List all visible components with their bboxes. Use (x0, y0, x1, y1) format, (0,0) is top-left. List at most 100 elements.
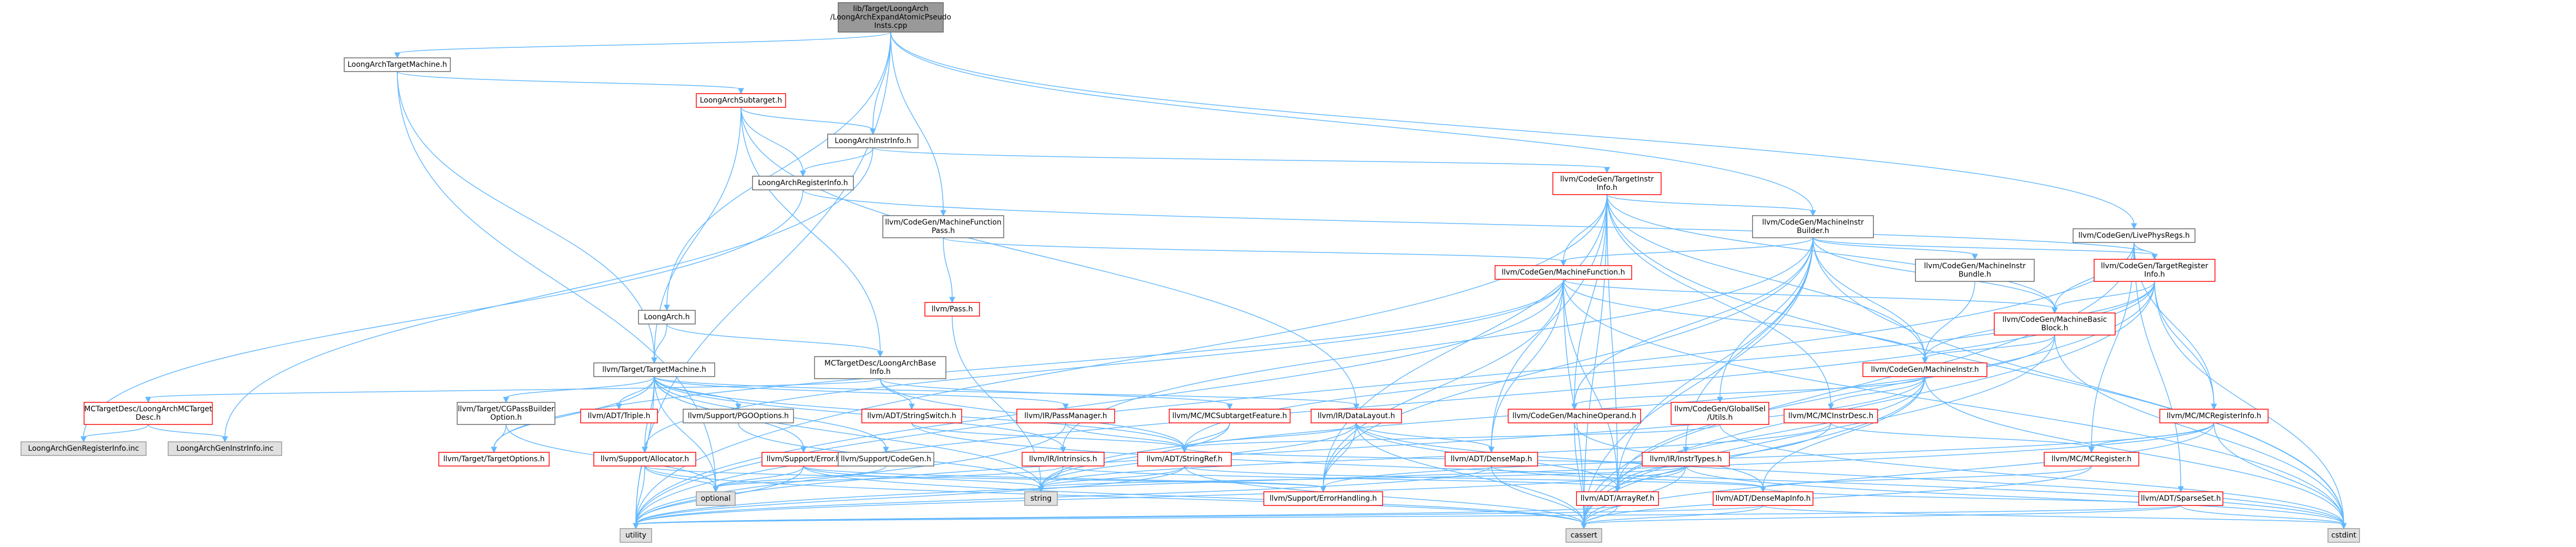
node-box[interactable] (457, 402, 555, 425)
node-box[interactable] (2044, 452, 2139, 467)
node-box[interactable] (1016, 409, 1115, 423)
node-stringswitch[interactable]: llvm/ADT/StringSwitch.h (861, 409, 962, 423)
node-box[interactable] (1994, 312, 2116, 336)
node-box[interactable] (168, 441, 282, 456)
node-cassert[interactable]: cassert (1565, 528, 1602, 543)
node-machineoperand[interactable]: llvm/CodeGen/MachineOperand.h (1508, 409, 1641, 423)
node-box[interactable] (2138, 491, 2223, 506)
node-box[interactable] (838, 2, 944, 33)
node-box[interactable] (1752, 215, 1874, 238)
node-sparseset[interactable]: llvm/ADT/SparseSet.h (2138, 491, 2223, 506)
node-box[interactable] (2159, 409, 2269, 423)
node-box[interactable] (2073, 228, 2196, 243)
node-box[interactable] (1671, 402, 1769, 425)
node-box[interactable] (1311, 409, 1402, 423)
node-box[interactable] (882, 215, 1004, 238)
node-box[interactable] (2327, 528, 2360, 543)
node-passmanager[interactable]: llvm/IR/PassManager.h (1016, 409, 1115, 423)
node-registerinfo[interactable]: LoongArchRegisterInfo.h (752, 176, 854, 190)
node-string[interactable]: string (1024, 491, 1058, 506)
node-genregisterinfo[interactable]: LoongArchGenRegisterInfo.inc (20, 441, 147, 456)
node-machinefunction[interactable]: llvm/CodeGen/MachineFunction.h (1495, 265, 1632, 280)
node-box[interactable] (1642, 452, 1730, 467)
node-box[interactable] (1552, 172, 1662, 195)
node-box[interactable] (1784, 409, 1878, 423)
node-box[interactable] (638, 310, 696, 325)
node-box[interactable] (1137, 452, 1232, 467)
node-box[interactable] (593, 452, 696, 467)
node-box[interactable] (2094, 259, 2216, 282)
node-densemap[interactable]: llvm/ADT/DenseMap.h (1445, 452, 1538, 467)
node-box[interactable] (438, 452, 550, 467)
node-box[interactable] (924, 302, 980, 317)
node-box[interactable] (696, 93, 786, 108)
node-box[interactable] (1862, 362, 1987, 377)
node-box[interactable] (1565, 528, 1602, 543)
node-intrinsics[interactable]: llvm/IR/Intrinsics.h (1022, 452, 1105, 467)
node-machineinstr[interactable]: llvm/CodeGen/MachineInstr.h (1862, 362, 1987, 377)
node-allocator[interactable]: llvm/Support/Allocator.h (593, 452, 696, 467)
node-box[interactable] (1022, 452, 1105, 467)
node-box[interactable] (620, 528, 652, 543)
node-box[interactable] (580, 409, 658, 423)
node-box[interactable] (683, 409, 794, 423)
node-geninstrinfo[interactable]: LoongArchGenInstrInfo.inc (168, 441, 282, 456)
node-stringref[interactable]: llvm/ADT/StringRef.h (1137, 452, 1232, 467)
node-mcinstrdesc[interactable]: llvm/MC/MCInstrDesc.h (1784, 409, 1878, 423)
node-llvmtargetmachine[interactable]: llvm/Target/TargetMachine.h (593, 362, 715, 377)
node-utility[interactable]: utility (620, 528, 652, 543)
node-targetoptions[interactable]: llvm/Target/TargetOptions.h (438, 452, 550, 467)
node-box[interactable] (1915, 259, 2035, 282)
node-cstdint[interactable]: cstdint (2327, 528, 2360, 543)
node-pgooptions[interactable]: llvm/Support/PGOOptions.h (683, 409, 794, 423)
node-box[interactable] (1263, 491, 1383, 506)
node-box[interactable] (696, 491, 736, 506)
node-box[interactable] (761, 452, 846, 467)
node-box[interactable] (814, 356, 946, 379)
node-targetmachine[interactable]: LoongArchTargetMachine.h (344, 57, 451, 72)
node-box[interactable] (1576, 491, 1659, 506)
node-box[interactable] (827, 134, 919, 148)
node-loongarch[interactable]: LoongArch.h (638, 310, 696, 325)
node-codegen[interactable]: llvm/Support/CodeGen.h (838, 452, 934, 467)
node-box[interactable] (1713, 491, 1813, 506)
node-root[interactable]: lib/Target/LoongArch/LoongArchExpandAtom… (830, 2, 951, 33)
node-errorhandling[interactable]: llvm/Support/ErrorHandling.h (1263, 491, 1383, 506)
node-optional[interactable]: optional (696, 491, 736, 506)
node-box[interactable] (1445, 452, 1538, 467)
node-box[interactable] (752, 176, 854, 190)
node-globalisel[interactable]: llvm/CodeGen/GlobalISel/Utils.h (1671, 402, 1769, 425)
node-box[interactable] (344, 57, 451, 72)
node-datalayout[interactable]: llvm/IR/DataLayout.h (1311, 409, 1402, 423)
node-subtarget[interactable]: LoongArchSubtarget.h (696, 93, 786, 108)
node-densemapinfo[interactable]: llvm/ADT/DenseMapInfo.h (1713, 491, 1813, 506)
node-box[interactable] (593, 362, 715, 377)
node-box[interactable] (838, 452, 934, 467)
node-error[interactable]: llvm/Support/Error.h (761, 452, 846, 467)
node-box[interactable] (1024, 491, 1058, 506)
node-instrtypes[interactable]: llvm/IR/InstrTypes.h (1642, 452, 1730, 467)
node-triple[interactable]: llvm/ADT/Triple.h (580, 409, 658, 423)
node-box[interactable] (1508, 409, 1641, 423)
node-box[interactable] (20, 441, 147, 456)
node-arrayref[interactable]: llvm/ADT/ArrayRef.h (1576, 491, 1659, 506)
node-box[interactable] (861, 409, 962, 423)
node-livephysregs[interactable]: llvm/CodeGen/LivePhysRegs.h (2073, 228, 2196, 243)
node-instrinfo[interactable]: LoongArchInstrInfo.h (827, 134, 919, 148)
node-mcregister[interactable]: llvm/MC/MCRegister.h (2044, 452, 2139, 467)
node-mcsubtarget[interactable]: llvm/MC/MCSubtargetFeature.h (1169, 409, 1291, 423)
node-box[interactable] (1169, 409, 1291, 423)
node-box[interactable] (84, 402, 213, 425)
node-mcreginfo[interactable]: llvm/MC/MCRegisterInfo.h (2159, 409, 2269, 423)
node-box[interactable] (1495, 265, 1632, 280)
node-pass[interactable]: llvm/Pass.h (924, 302, 980, 317)
